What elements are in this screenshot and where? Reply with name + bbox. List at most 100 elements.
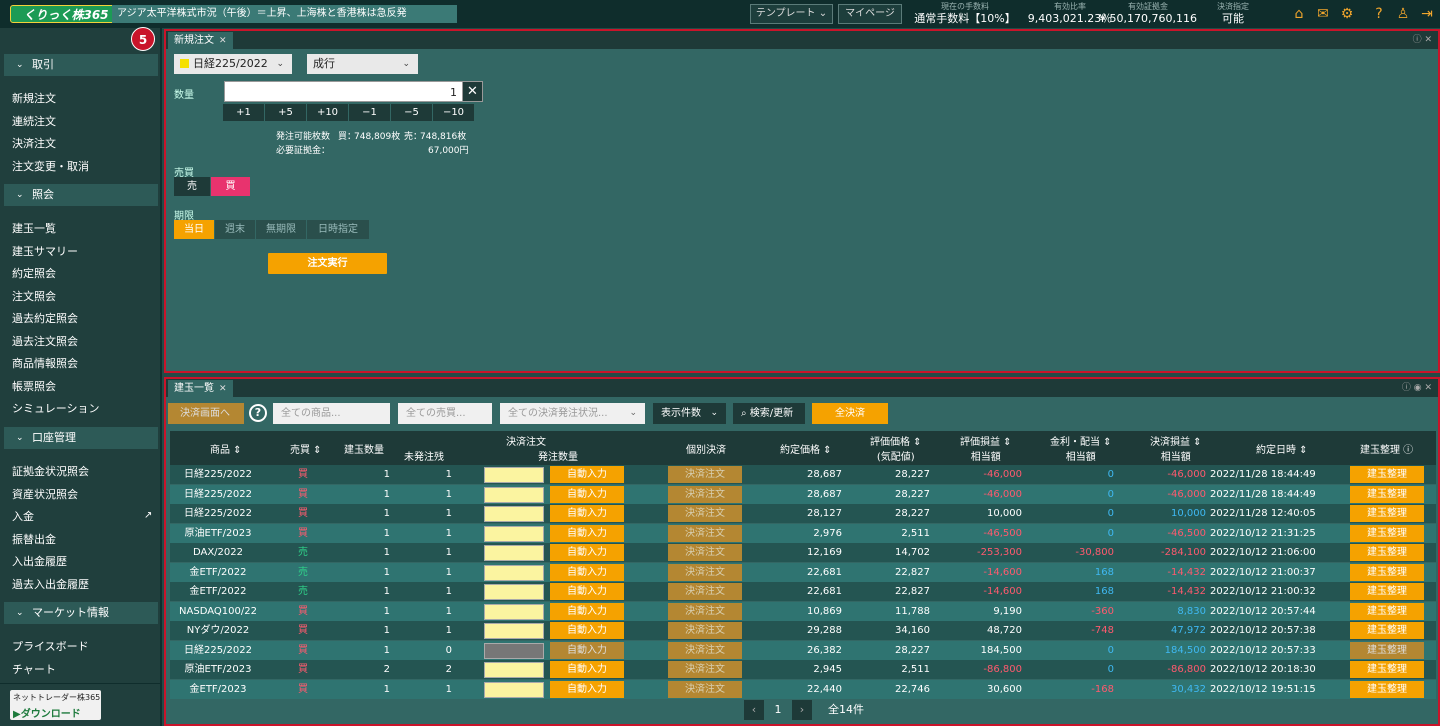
product-select[interactable]: 日経225/2022 ⌄ (174, 54, 292, 74)
auto-fill-button[interactable]: 自動入力 (550, 680, 624, 698)
status-filter[interactable]: 全ての決済発注状況... ⌄ (500, 403, 645, 424)
submit-order-button[interactable]: 注文実行 (268, 253, 387, 274)
organize-button[interactable]: 建玉整理 (1350, 680, 1424, 698)
close-icon[interactable]: ✕ (219, 384, 227, 394)
help-icon[interactable]: ? (249, 404, 267, 422)
organize-button[interactable]: 建玉整理 (1350, 622, 1424, 639)
order-qty-input[interactable] (484, 623, 544, 639)
col-settle-pl[interactable]: 決済損益 ⇕ 相当額 (1150, 437, 1202, 463)
mypage-button[interactable]: マイページ (838, 4, 902, 24)
auto-fill-button[interactable]: 自動入力 (550, 622, 624, 639)
col-side[interactable]: 売買 ⇕ (290, 445, 322, 456)
sidebar-item[interactable]: 注文変更・取消 (12, 159, 89, 173)
home-icon[interactable]: ⌂ (1294, 6, 1304, 22)
search-button[interactable]: ⌕ 検索/更新 (733, 403, 805, 424)
help-icon[interactable]: ? (1375, 6, 1383, 22)
period-datetime[interactable]: 日時指定 (307, 220, 369, 239)
news-ticker[interactable]: アジア太平洋株式市況（午後）＝上昇、上海株と香港株は急反発 (112, 5, 457, 23)
sidebar-section-2[interactable]: ⌄ 口座管理 (4, 427, 158, 449)
sidebar-section-1[interactable]: ⌄ 照会 (4, 184, 158, 206)
step-plus10-button[interactable]: +10 (307, 104, 349, 121)
order-qty-input[interactable] (484, 564, 544, 581)
period-today[interactable]: 当日 (174, 220, 214, 239)
sidebar-item[interactable]: 新規注文 (12, 92, 56, 105)
auto-fill-button[interactable]: 自動入力 (550, 563, 624, 581)
order-qty-input[interactable] (484, 525, 544, 542)
order-type-select[interactable]: 成行 ⌄ (307, 54, 418, 74)
order-qty-input[interactable] (484, 467, 544, 483)
organize-button[interactable]: 建玉整理 (1350, 485, 1424, 503)
settle-all-button[interactable]: 全決済 (812, 403, 888, 424)
sidebar-item[interactable]: 入出金履歴 (12, 555, 67, 568)
sidebar-item[interactable]: 過去注文照会 (12, 334, 78, 348)
sidebar-item[interactable]: 証拠金状況照会 (12, 465, 89, 478)
organize-button[interactable]: 建玉整理 (1350, 466, 1424, 483)
logo[interactable]: くりっく株365 (10, 5, 122, 23)
sidebar-section-3[interactable]: ⌄ マーケット情報 (4, 602, 158, 624)
buy-toggle[interactable]: 買 (211, 177, 250, 196)
product-filter[interactable]: 全ての商品... (273, 403, 390, 424)
order-qty-input[interactable] (484, 506, 544, 522)
page-number[interactable]: 1 (774, 703, 782, 716)
order-qty-input[interactable] (484, 486, 544, 503)
clear-icon[interactable]: ✕ (462, 81, 483, 102)
auto-fill-button[interactable]: 自動入力 (550, 583, 624, 600)
auto-fill-button[interactable]: 自動入力 (550, 466, 624, 483)
sidebar-item[interactable]: 商品情報照会 (12, 357, 78, 370)
organize-button[interactable]: 建玉整理 (1350, 524, 1424, 542)
sidebar-item[interactable]: 入金 (12, 510, 34, 523)
sidebar-item[interactable]: 帳票照会 (12, 379, 56, 393)
sidebar-item[interactable]: 注文照会 (12, 289, 56, 303)
col-swap[interactable]: 金利・配当 ⇕ 相当額 (1050, 437, 1112, 463)
auto-fill-button[interactable]: 自動入力 (550, 602, 624, 620)
sidebar-item[interactable]: チャート (12, 662, 56, 676)
organize-button[interactable]: 建玉整理 (1350, 661, 1424, 678)
count-select[interactable]: 表示件数 ⌄ (653, 403, 726, 424)
organize-button[interactable]: 建玉整理 (1350, 583, 1424, 600)
close-icon[interactable]: ✕ (219, 36, 227, 46)
col-product[interactable]: 商品 ⇕ (210, 445, 242, 456)
panel-controls[interactable]: ⓘ ◉ ✕ (1401, 383, 1432, 393)
external-link-icon[interactable]: ↗ (144, 510, 153, 521)
sidebar-item[interactable]: シミュレーション (12, 402, 100, 415)
auto-fill-button[interactable]: 自動入力 (550, 524, 624, 542)
template-button[interactable]: テンプレート ⌄ (750, 4, 833, 24)
sidebar-item[interactable]: 資産状況照会 (12, 487, 78, 501)
sidebar-item[interactable]: 約定照会 (12, 267, 56, 280)
user-icon[interactable]: ♙ (1396, 6, 1410, 22)
step-plus5-button[interactable]: +5 (265, 104, 307, 121)
logout-icon[interactable]: ⇥ (1421, 6, 1433, 22)
sidebar-item[interactable]: 決済注文 (12, 137, 56, 150)
prev-page-button[interactable]: ‹ (744, 700, 764, 720)
sidebar-item[interactable]: 振替出金 (12, 532, 56, 546)
panel-controls[interactable]: ⓘ ✕ (1412, 35, 1432, 45)
settle-screen-button[interactable]: 決済画面へ (168, 403, 244, 424)
sidebar-item[interactable]: 連続注文 (12, 114, 56, 128)
qty-input[interactable]: 1 (224, 81, 464, 102)
order-qty-input[interactable] (484, 584, 544, 600)
period-weekend[interactable]: 週末 (215, 220, 255, 239)
tab-new-order[interactable]: 新規注文 ✕ (168, 32, 233, 49)
step-minus10-button[interactable]: −10 (433, 104, 475, 121)
auto-fill-button[interactable]: 自動入力 (550, 544, 624, 561)
step-plus1-button[interactable]: +1 (223, 104, 265, 121)
col-eval-pl[interactable]: 評価損益 ⇕ 相当額 (960, 437, 1012, 463)
step-minus1-button[interactable]: −1 (349, 104, 391, 121)
sidebar-item[interactable]: 建玉一覧 (12, 222, 56, 235)
col-exec-date[interactable]: 約定日時 ⇕ (1256, 445, 1308, 456)
order-qty-input[interactable] (484, 603, 544, 620)
sell-toggle[interactable]: 売 (174, 177, 210, 196)
auto-fill-button[interactable]: 自動入力 (550, 505, 624, 522)
organize-button[interactable]: 建玉整理 (1350, 544, 1424, 561)
sidebar-item[interactable]: 過去約定照会 (12, 312, 78, 325)
gear-icon[interactable]: ⚙ (1340, 6, 1354, 22)
step-minus5-button[interactable]: −5 (391, 104, 433, 121)
mail-icon[interactable]: ✉ (1317, 6, 1329, 22)
order-qty-input[interactable] (484, 662, 544, 678)
order-qty-input[interactable] (484, 545, 544, 561)
tab-positions[interactable]: 建玉一覧 ✕ (168, 380, 233, 397)
order-qty-input[interactable] (484, 681, 544, 698)
side-filter[interactable]: 全ての売買... (398, 403, 492, 424)
col-eval-price[interactable]: 評価価格 ⇕ (気配値) (870, 437, 922, 463)
organize-button[interactable]: 建玉整理 (1350, 563, 1424, 581)
